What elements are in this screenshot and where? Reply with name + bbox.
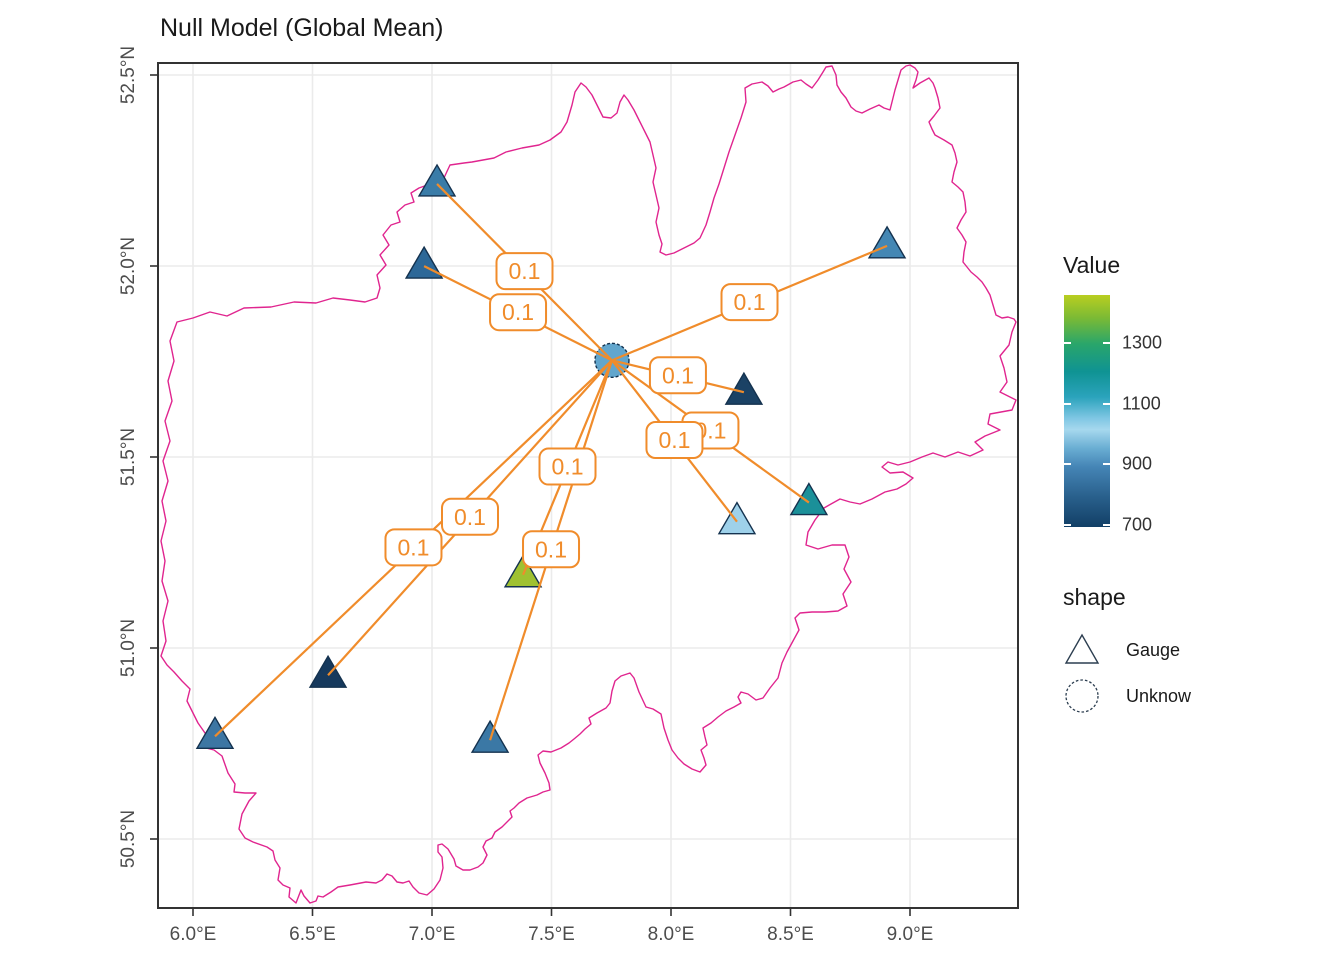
- legend-item-gauge: Gauge: [1060, 630, 1180, 670]
- y-axis-tick-label: 52.5°N: [118, 46, 139, 104]
- edge-label: 0.1: [509, 258, 541, 284]
- region-boundary: [160, 64, 1017, 904]
- edge-label-box: [489, 293, 548, 332]
- colorbar-tick: [1103, 402, 1110, 405]
- colorbar-tick-label: 900: [1122, 453, 1153, 474]
- edge-label: 0.1: [454, 504, 486, 530]
- colorbar-tick: [1064, 523, 1071, 526]
- edge-label-box: [648, 356, 707, 395]
- x-axis-tick-label: 7.0°E: [409, 924, 456, 945]
- circle-key-icon: [1060, 676, 1104, 716]
- edge-label: 0.1: [662, 362, 694, 388]
- colorbar-tick: [1064, 462, 1071, 465]
- edge-label-box: [495, 252, 554, 291]
- gauge-marker: [503, 554, 543, 588]
- x-axis-tick-label: 8.5°E: [767, 924, 814, 945]
- y-axis-tick-label: 51.5°N: [118, 428, 139, 486]
- panel-border: [157, 62, 1019, 909]
- edge-label-box: [384, 528, 443, 567]
- colorbar-tick: [1103, 523, 1110, 526]
- gauge-marker: [195, 715, 235, 750]
- edge-label-box: [720, 283, 779, 322]
- x-axis-tick-label: 9.0°E: [887, 924, 934, 945]
- gauge-marker: [308, 654, 348, 688]
- edge-label: 0.1: [658, 427, 690, 453]
- y-axis-tick-label: 50.5°N: [118, 810, 139, 868]
- edge-label: 0.1: [734, 289, 766, 315]
- gauge-marker: [717, 501, 757, 535]
- edge-label: 0.1: [552, 454, 584, 480]
- edge-label-box: [441, 497, 500, 536]
- edge-label: 0.1: [397, 534, 429, 560]
- y-axis-tick-label: 52.0°N: [118, 237, 139, 295]
- colorbar-tick: [1103, 342, 1110, 345]
- x-axis-tick-label: 6.5°E: [289, 924, 336, 945]
- triangle-key-icon: [1060, 630, 1104, 670]
- colorbar-tick-label: 1100: [1122, 393, 1161, 414]
- y-axis-tick-label: 51.0°N: [118, 619, 139, 677]
- shape-legend-title: shape: [1063, 584, 1126, 610]
- colorbar-tick: [1064, 402, 1071, 405]
- x-axis-tick-label: 7.5°E: [528, 924, 575, 945]
- gauge-marker: [724, 371, 764, 405]
- edge-label-box: [522, 530, 581, 569]
- value-colorbar: [1064, 295, 1110, 527]
- panel-background: [158, 63, 1018, 908]
- colorbar-tick: [1064, 342, 1071, 345]
- colorbar-tick-label: 700: [1122, 514, 1153, 535]
- x-axis-tick-label: 6.0°E: [170, 924, 217, 945]
- edge-label-box: [645, 421, 704, 460]
- gauge-marker: [417, 163, 457, 197]
- colorbar-tick: [1103, 462, 1110, 465]
- x-axis-tick-label: 8.0°E: [648, 924, 695, 945]
- gauge-marker: [789, 482, 829, 516]
- legend-label-unknow: Unknow: [1126, 685, 1192, 706]
- legend-label-gauge: Gauge: [1126, 639, 1181, 660]
- value-legend-title: Value: [1063, 252, 1121, 278]
- colorbar-tick-label: 1300: [1122, 332, 1163, 353]
- edge-label: 0.1: [502, 299, 534, 325]
- edge-label: 0.1: [535, 536, 567, 562]
- plot-title: Null Model (Global Mean): [160, 14, 444, 42]
- legend-item-unknow: Unknow: [1060, 676, 1191, 716]
- edge-label-box: [538, 447, 597, 486]
